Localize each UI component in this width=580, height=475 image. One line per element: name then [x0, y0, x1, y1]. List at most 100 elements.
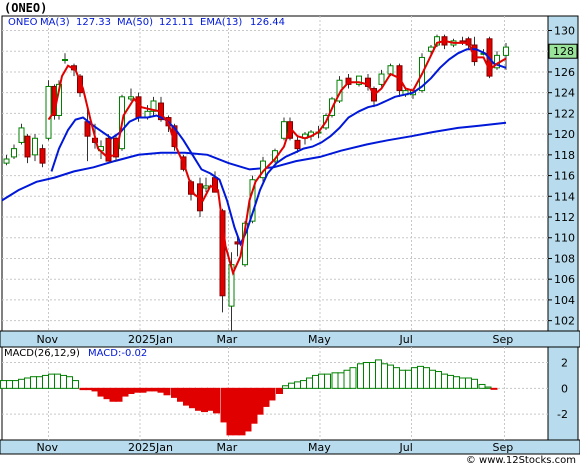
macd-bar-negative — [189, 387, 196, 409]
macd-bar-positive — [478, 383, 486, 389]
macd-bar-negative — [145, 387, 153, 392]
candle-body — [128, 96, 134, 100]
macd-bar-positive — [441, 373, 448, 389]
candle-down — [39, 144, 46, 168]
candle-body — [62, 59, 68, 62]
x-tick-label: Sep — [493, 441, 514, 454]
macd-bar-positive — [36, 376, 43, 389]
legend-ema13-label: EMA(13) — [200, 17, 242, 28]
candle-up — [503, 42, 509, 70]
macd-bar-negative — [133, 387, 141, 393]
candle-body — [203, 185, 209, 189]
candle-up — [378, 69, 385, 87]
legend-ma3-label: MA(3) — [40, 17, 70, 28]
candle-body — [294, 139, 301, 150]
x-tick-label: Sep — [493, 333, 514, 346]
candle-body — [3, 158, 10, 164]
macd-bar-positive — [6, 380, 13, 389]
macd-bar-positive — [306, 377, 313, 389]
macd-bar-positive — [282, 385, 289, 389]
macd-bar-positive — [405, 369, 412, 389]
macd-bar-positive — [294, 381, 301, 389]
legend-ticker: ONEO — [8, 17, 38, 28]
price-y-tick-label: 116 — [554, 170, 575, 183]
macd-bar-negative — [103, 387, 111, 400]
macd-bar-positive — [318, 373, 325, 389]
last-price-box — [548, 43, 578, 59]
macd-bar-positive — [399, 369, 406, 389]
macd-bar-positive — [337, 372, 345, 389]
macd-bar-negative — [213, 387, 220, 414]
copyright-text: © www.12Stocks.com — [465, 455, 576, 466]
macd-bar-positive — [30, 376, 37, 389]
x-tick-label: Jul — [399, 333, 413, 346]
macd-bar-positive — [393, 367, 400, 389]
macd-bar-positive — [369, 362, 376, 389]
macd-bar-positive — [288, 382, 295, 389]
macd-bar-negative — [115, 387, 123, 402]
macd-bar-positive — [343, 369, 351, 389]
macd-bar-positive — [471, 378, 478, 389]
macd-bar-positive — [331, 372, 339, 389]
price-y-tick-label: 102 — [554, 315, 575, 328]
macd-bar-negative — [201, 387, 208, 413]
price-y-tick-label: 126 — [554, 66, 575, 79]
x-tick-label: Jul — [399, 441, 413, 454]
x-tick-label: May — [308, 441, 331, 454]
candle-body — [150, 100, 157, 112]
price-y-tick-label: 124 — [554, 87, 575, 100]
legend-ema13-value: 126.44 — [250, 17, 285, 28]
candle-body — [281, 121, 287, 139]
legend-ma3-value: 127.33 — [76, 17, 111, 28]
macd-bar-positive — [48, 373, 55, 389]
macd-bar-negative — [139, 387, 147, 393]
legend-ma50-value: 121.11 — [159, 17, 194, 28]
candle-up — [32, 134, 38, 162]
last-price-label: 128 — [553, 45, 574, 58]
legend-ma50-label: MA(50) — [117, 17, 153, 28]
macd-bar-negative — [220, 387, 228, 423]
macd-bar-positive — [12, 380, 19, 389]
macd-bar-negative — [250, 387, 258, 424]
macd-bar-negative — [91, 387, 99, 392]
ma3-line — [47, 39, 507, 276]
candle-body — [365, 77, 371, 87]
price-y-tick-label: 130 — [554, 25, 575, 38]
macd-y-tick-label: 2 — [561, 357, 568, 370]
x-tick-label: Mar — [217, 441, 238, 454]
macd-bar-negative — [276, 387, 283, 395]
macd-bar-negative — [79, 387, 87, 391]
ema13-line — [50, 48, 507, 247]
price-y-tick-label: 122 — [554, 107, 575, 120]
price-y-tick-label: 112 — [554, 211, 575, 224]
macd-bar-negative — [490, 387, 498, 390]
macd-bar-negative — [232, 387, 240, 436]
candle-up — [150, 96, 157, 116]
macd-bar-positive — [417, 365, 424, 389]
price-y-tick-label: 114 — [554, 190, 575, 203]
macd-bar-negative — [121, 387, 129, 397]
macd-bar-positive — [24, 377, 31, 389]
macd-bar-positive — [300, 380, 307, 389]
candle-body — [11, 148, 17, 158]
candle-body — [219, 210, 226, 297]
candle-body — [77, 75, 83, 94]
macd-bar-positive — [42, 374, 49, 389]
macd-bar-positive — [459, 377, 466, 389]
macd-bar-positive — [66, 376, 73, 389]
candle-body — [105, 137, 112, 162]
macd-bar-negative — [85, 387, 93, 391]
x-tick-label: Mar — [217, 333, 238, 346]
macd-bar-negative — [226, 387, 234, 436]
macd-bar-negative — [244, 387, 252, 432]
candle-body — [387, 65, 394, 75]
macd-bar-positive — [18, 378, 25, 389]
price-y-axis-strip — [547, 15, 579, 332]
x-tick-label: May — [308, 333, 331, 346]
price-y-tick-label: 106 — [554, 273, 575, 286]
candle-body — [45, 85, 52, 139]
candle-up — [3, 154, 10, 166]
macd-bar-positive — [484, 386, 492, 389]
